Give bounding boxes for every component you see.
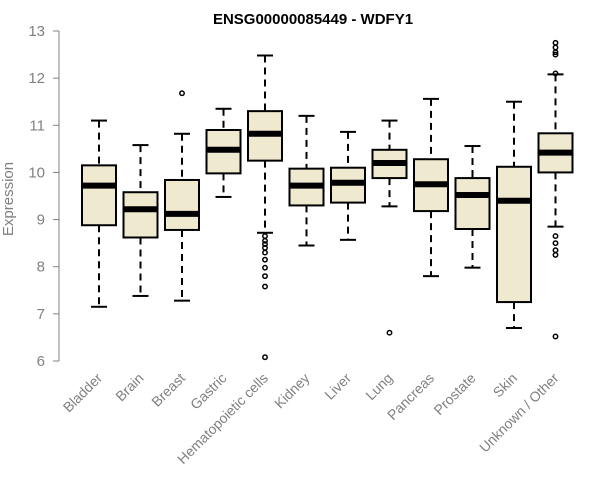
y-tick-label: 12 — [28, 70, 45, 87]
x-category-label: Liver — [321, 370, 354, 403]
box-iqr — [454, 177, 491, 230]
outlier-point — [262, 264, 268, 271]
outlier-point — [552, 240, 559, 247]
box-iqr — [496, 165, 532, 304]
y-tick-label: 9 — [37, 212, 45, 229]
x-category-label: Breast — [148, 370, 188, 410]
outlier-point — [262, 237, 268, 244]
box-group — [413, 97, 449, 278]
y-tick-label: 6 — [37, 353, 45, 370]
outlier-point — [386, 329, 393, 336]
outlier-point — [552, 333, 559, 340]
box-group — [205, 107, 242, 198]
box-group — [496, 100, 532, 329]
x-category-label: Unknown / Other — [476, 370, 562, 456]
chart-title: ENSG00000085449 - WDFY1 — [213, 11, 413, 28]
outlier-point — [179, 90, 185, 97]
outlier-point — [552, 233, 559, 240]
y-tick-label: 10 — [28, 164, 45, 181]
x-category-label: Brain — [112, 370, 146, 404]
x-category-label: Prostate — [430, 370, 478, 418]
y-axis-label: Expression — [0, 162, 17, 236]
outlier-point — [262, 283, 268, 290]
box-iqr — [164, 178, 200, 231]
y-axis: 6 7 8 9 10 11 12 13 — [28, 23, 60, 370]
box-group — [288, 114, 325, 247]
x-category-label: Lung — [362, 370, 395, 403]
outlier-point — [262, 249, 268, 256]
box-group — [122, 144, 159, 297]
box-series — [81, 39, 574, 361]
x-category-label: Kidney — [271, 370, 313, 412]
outlier-point — [552, 70, 559, 77]
y-tick-label: 8 — [37, 259, 45, 276]
outlier-point — [552, 247, 559, 254]
outlier-point — [262, 256, 268, 263]
box-group — [454, 145, 491, 269]
box-iqr — [81, 164, 117, 227]
y-tick-label: 11 — [29, 117, 45, 134]
y-tick-label: 7 — [37, 306, 45, 323]
outlier-point — [262, 244, 268, 251]
x-category-label: Skin — [490, 370, 521, 401]
outlier-point — [552, 39, 559, 46]
outlier-point — [262, 354, 268, 361]
box-group — [371, 119, 408, 336]
y-tick-label: 13 — [28, 23, 45, 40]
outlier-point — [552, 251, 559, 258]
outlier-point — [262, 273, 268, 280]
outlier-point — [552, 44, 559, 51]
box-group — [164, 90, 200, 302]
outlier-point — [262, 233, 268, 240]
box-group — [81, 119, 117, 308]
outlier-point — [552, 49, 559, 56]
outlier-point — [552, 51, 559, 58]
x-category-label: Bladder — [60, 370, 106, 416]
box-group — [330, 130, 366, 241]
box-group — [537, 39, 574, 340]
box-group — [247, 54, 283, 361]
box-iqr — [122, 191, 159, 239]
